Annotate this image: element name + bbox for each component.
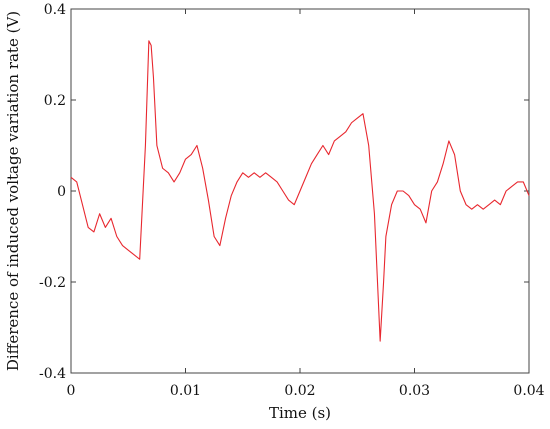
x-tick-label: 0.01 bbox=[170, 383, 201, 399]
x-tick-label: 0 bbox=[67, 383, 76, 399]
y-tick-labels: -0.4 -0.2 0 0.2 0.4 bbox=[39, 2, 66, 382]
x-axis-label: Time (s) bbox=[269, 404, 331, 422]
series-line bbox=[70, 40, 530, 342]
x-ticks bbox=[70, 9, 530, 373]
y-axis-label: Difference of induced voltage variation … bbox=[4, 11, 22, 371]
x-tick-labels: 0 0.01 0.02 0.03 0.04 bbox=[67, 383, 545, 399]
x-tick-label: 0.02 bbox=[284, 383, 315, 399]
x-tick-label: 0.04 bbox=[513, 383, 544, 399]
x-tick-label: 0.03 bbox=[399, 383, 430, 399]
y-ticks bbox=[71, 8, 529, 374]
y-tick-label: 0.4 bbox=[44, 2, 66, 18]
y-tick-label: -0.2 bbox=[39, 275, 66, 291]
y-tick-label: 0 bbox=[57, 184, 66, 200]
y-tick-label: -0.4 bbox=[39, 366, 66, 382]
y-tick-label: 0.2 bbox=[44, 93, 66, 109]
